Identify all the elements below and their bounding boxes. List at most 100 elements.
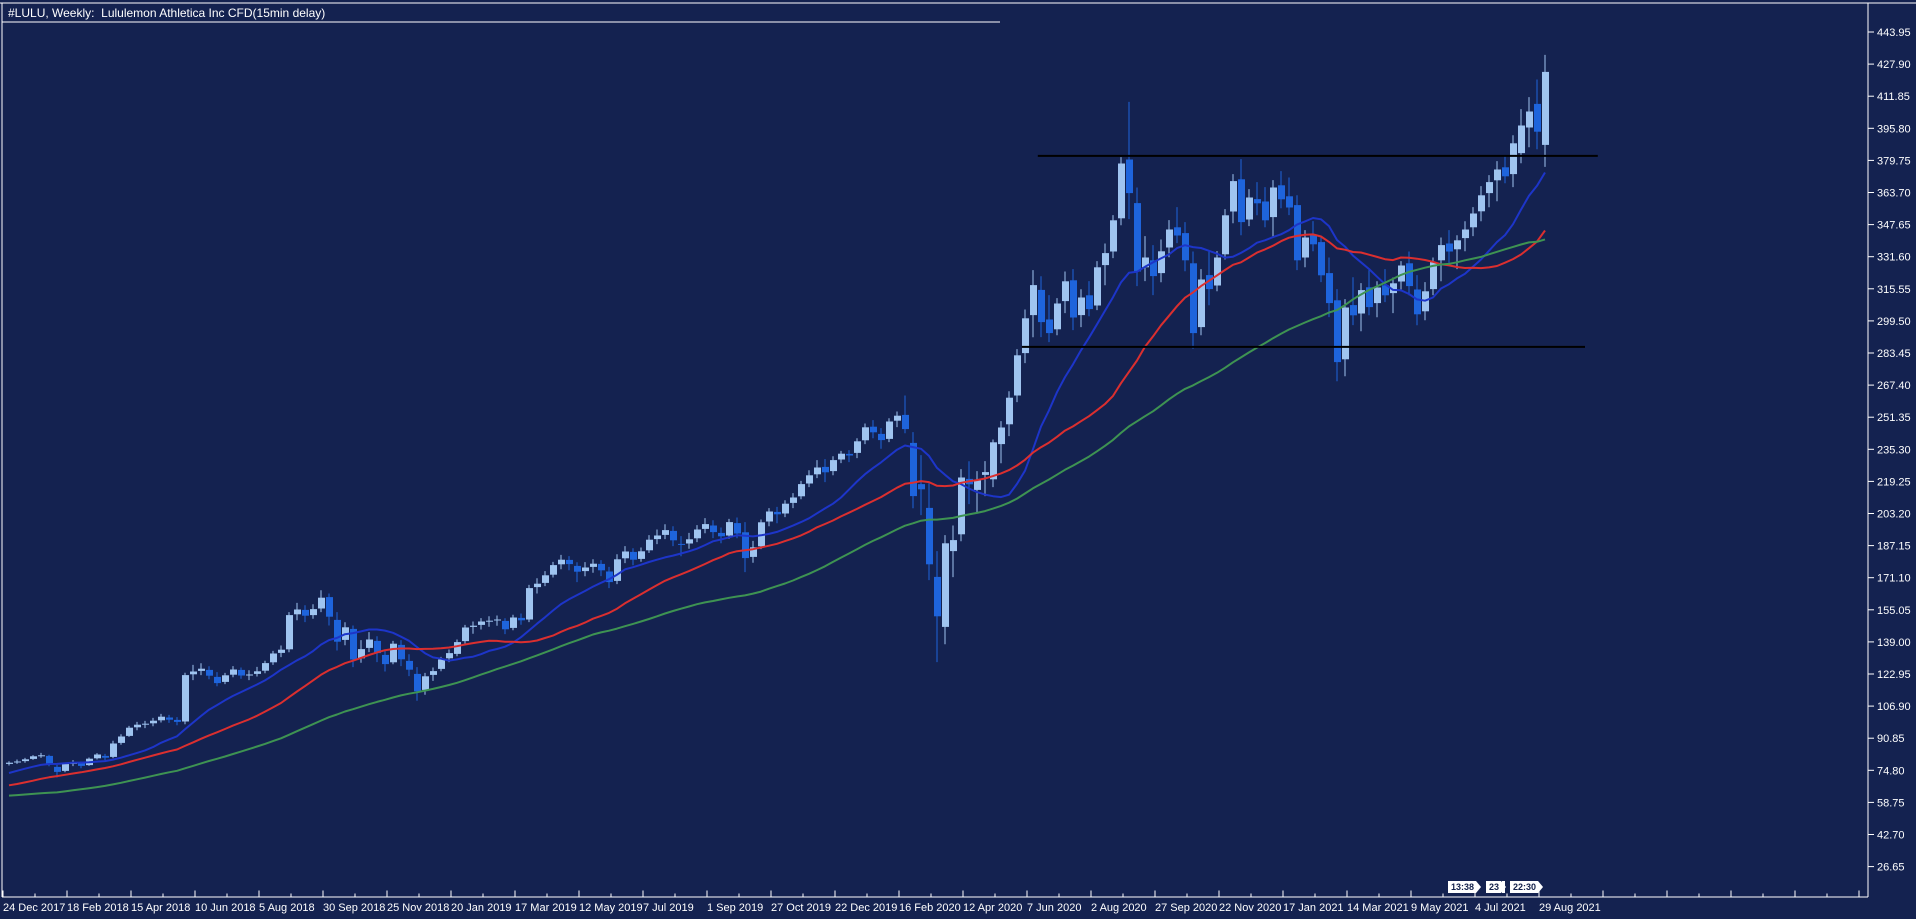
bull-candle-body: [230, 669, 237, 675]
time-axis-label: 22 Dec 2019: [835, 902, 897, 914]
price-axis-label: 155.05: [1877, 605, 1911, 617]
bear-candle-body: [1134, 203, 1141, 272]
ma-13-line: [8, 171, 1546, 774]
bull-candle-body: [110, 743, 117, 757]
price-axis-label: 139.00: [1877, 637, 1911, 649]
bear-candle-body: [846, 453, 853, 456]
bear-candle-body: [1382, 285, 1389, 296]
bull-candle-body: [1102, 253, 1109, 266]
bull-candle-body: [1542, 71, 1549, 145]
bear-candle-body: [398, 644, 405, 660]
bull-candle-body: [622, 551, 629, 559]
bull-candle-body: [462, 627, 469, 642]
bull-candle-body: [582, 567, 589, 572]
bear-candle-body: [574, 565, 581, 572]
bull-candle-body: [854, 441, 861, 453]
bear-candle-body: [1334, 300, 1341, 363]
bear-candle-body: [1406, 263, 1413, 287]
time-axis-label: 24 Dec 2017: [3, 902, 65, 914]
bull-candle-body: [750, 547, 757, 557]
bear-candle-body: [1326, 273, 1333, 304]
bull-candle-body: [1526, 111, 1533, 128]
bull-candle-body: [1438, 245, 1445, 261]
bull-candle-body: [830, 460, 837, 472]
price-axis-label: 251.35: [1877, 412, 1911, 424]
bull-candle-body: [94, 754, 101, 759]
bull-candle-body: [1390, 283, 1397, 294]
price-axis-label: 219.25: [1877, 476, 1911, 488]
price-axis-label: 299.50: [1877, 316, 1911, 328]
bear-candle-body: [1534, 103, 1541, 132]
bear-candle-body: [214, 676, 221, 684]
price-axis-label: 26.65: [1877, 862, 1905, 874]
bull-candle-body: [222, 675, 229, 682]
bull-candle-body: [22, 759, 29, 762]
bear-candle-body: [1174, 227, 1181, 236]
bull-candle-body: [1494, 169, 1501, 181]
price-axis-label: 395.80: [1877, 123, 1911, 135]
bull-candle-body: [1198, 279, 1205, 328]
bear-candle-body: [630, 551, 637, 560]
time-axis-label: 12 May 2019: [579, 902, 643, 914]
bull-candle-body: [134, 724, 141, 728]
bear-candle-body: [902, 414, 909, 430]
bull-candle-body: [894, 415, 901, 421]
bull-candle-body: [590, 563, 597, 567]
marker-separator-bar: [1502, 881, 1505, 893]
bull-candle-body: [998, 427, 1005, 445]
bear-candle-body: [1414, 289, 1421, 315]
bull-candle-body: [974, 480, 981, 490]
bear-candle-body: [1294, 205, 1301, 261]
bull-candle-body: [198, 668, 205, 671]
time-axis-label: 12 Apr 2020: [963, 902, 1022, 914]
time-axis-label: 27 Oct 2019: [771, 902, 831, 914]
bear-candle-body: [374, 640, 381, 654]
bull-candle-body: [646, 539, 653, 551]
bull-candle-body: [470, 625, 477, 627]
bear-candle-body: [598, 563, 605, 571]
time-axis-label: 17 Jan 2021: [1283, 902, 1344, 914]
price-axis-label: 171.10: [1877, 573, 1911, 585]
bear-candle-body: [1206, 275, 1213, 290]
time-axis-label: 16 Feb 2020: [899, 902, 961, 914]
bear-candle-body: [774, 511, 781, 515]
bear-candle-body: [878, 433, 885, 441]
bull-candle-body: [838, 453, 845, 460]
bull-candle-body: [534, 583, 541, 588]
bull-candle-body: [246, 674, 253, 676]
bear-candle-body: [1238, 179, 1245, 223]
price-axis-label: 90.85: [1877, 733, 1905, 745]
bull-candle-body: [1230, 181, 1237, 212]
bull-candle-body: [422, 676, 429, 690]
bear-candle-body: [406, 660, 413, 670]
bull-candle-body: [1430, 262, 1437, 290]
time-flag-badge[interactable]: 13:38: [1448, 881, 1481, 893]
bull-candle-body: [1478, 195, 1485, 212]
bull-candle-body: [1078, 297, 1085, 316]
bear-candle-body: [518, 617, 525, 621]
bull-candle-body: [1030, 285, 1037, 316]
bear-candle-body: [1190, 263, 1197, 334]
bull-candle-body: [1246, 197, 1253, 220]
bull-candle-body: [278, 649, 285, 653]
time-axis-label: 15 Apr 2018: [131, 902, 190, 914]
bull-candle-body: [1486, 182, 1493, 194]
time-flag-badge[interactable]: 23: [1486, 881, 1506, 893]
time-flag-badge[interactable]: 22:30: [1510, 881, 1543, 893]
bear-candle-body: [742, 532, 749, 559]
bear-candle-body: [502, 620, 509, 630]
bull-candle-body: [942, 543, 949, 627]
time-axis-label: 2 Aug 2020: [1091, 902, 1147, 914]
bull-candle-body: [254, 671, 261, 674]
bull-candle-body: [62, 764, 69, 771]
bear-candle-body: [350, 628, 357, 660]
bull-candle-body: [790, 497, 797, 503]
bear-candle-body: [870, 426, 877, 433]
bull-candle-body: [814, 467, 821, 475]
time-axis-label: 22 Nov 2020: [1219, 902, 1281, 914]
bull-candle-body: [270, 653, 277, 663]
bull-candle-body: [950, 540, 957, 552]
bear-candle-body: [1286, 196, 1293, 208]
